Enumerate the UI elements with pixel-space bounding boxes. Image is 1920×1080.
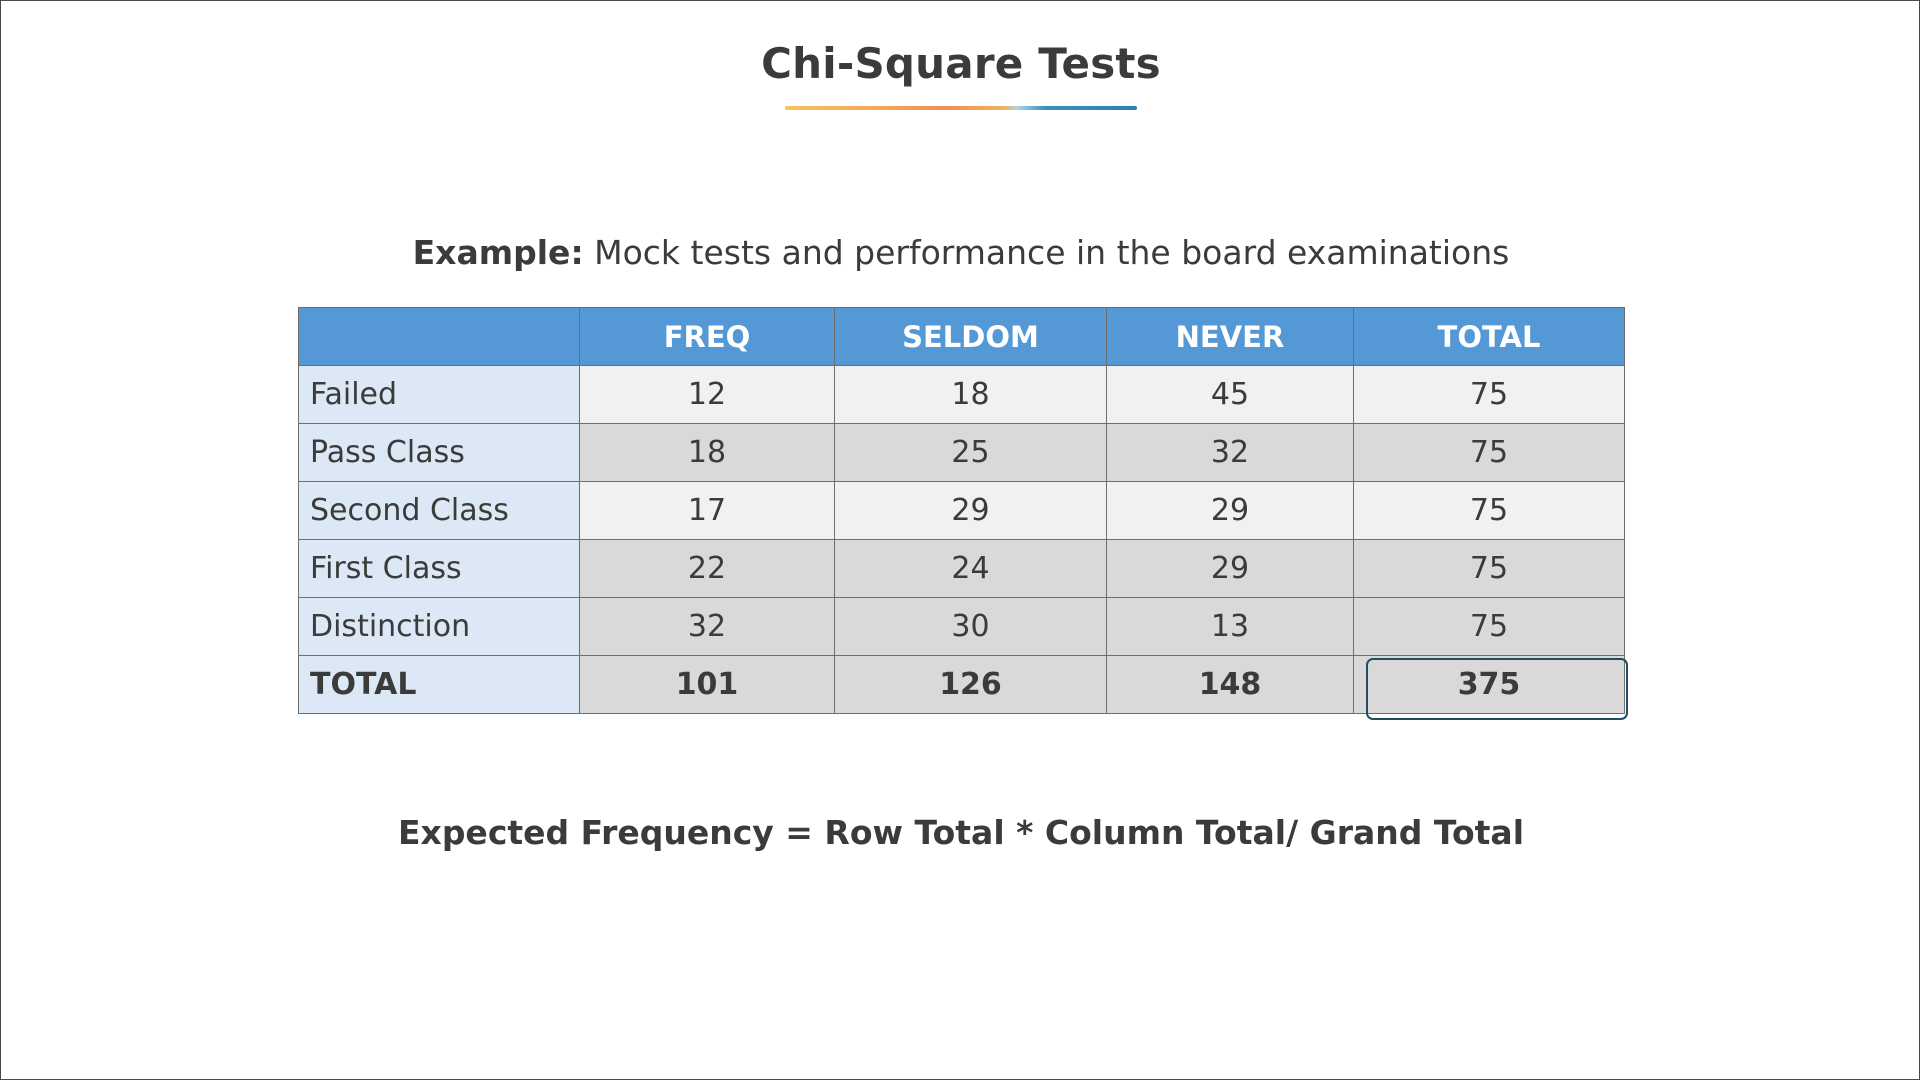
table-cell: 45 — [1106, 365, 1354, 424]
table-cell: 12 — [579, 365, 835, 424]
table-cell: 30 — [834, 597, 1107, 656]
row-label: Pass Class — [298, 423, 580, 482]
column-total-cell: 148 — [1106, 655, 1354, 714]
table-row: Second Class 17 29 29 75 — [298, 481, 1625, 540]
table-header-row: FREQ SELDOM NEVER TOTAL — [298, 307, 1625, 366]
table-cell: 22 — [579, 539, 835, 598]
table-cell: 75 — [1353, 423, 1625, 482]
table-cell: 32 — [579, 597, 835, 656]
table-row: First Class 22 24 29 75 — [298, 539, 1625, 598]
table-cell: 17 — [579, 481, 835, 540]
header-cell-total: TOTAL — [1353, 307, 1625, 366]
grand-total-cell: 375 — [1353, 655, 1625, 714]
table-cell: 29 — [1106, 481, 1354, 540]
example-lead: Example: — [412, 233, 584, 272]
header-cell-corner — [298, 307, 580, 366]
table-row: Pass Class 18 25 32 75 — [298, 423, 1625, 482]
example-caption: Example: Mock tests and performance in t… — [1, 233, 1920, 272]
table-cell: 13 — [1106, 597, 1354, 656]
title-underline — [785, 106, 1137, 110]
table-cell: 75 — [1353, 481, 1625, 540]
table-cell: 75 — [1353, 539, 1625, 598]
table-cell: 75 — [1353, 365, 1625, 424]
table-total-row: TOTAL 101 126 148 375 — [298, 655, 1625, 714]
slide-title: Chi-Square Tests — [761, 39, 1161, 88]
table-cell: 24 — [834, 539, 1107, 598]
header-cell-freq: FREQ — [579, 307, 835, 366]
header-cell-never: NEVER — [1106, 307, 1354, 366]
row-label: Second Class — [298, 481, 580, 540]
table-cell: 32 — [1106, 423, 1354, 482]
row-label: Failed — [298, 365, 580, 424]
table-cell: 29 — [1106, 539, 1354, 598]
expected-frequency-formula: Expected Frequency = Row Total * Column … — [397, 813, 1525, 852]
example-text: Mock tests and performance in the board … — [583, 233, 1510, 272]
table-cell: 25 — [834, 423, 1107, 482]
table-cell: 18 — [579, 423, 835, 482]
column-total-cell: 126 — [834, 655, 1107, 714]
table-cell: 29 — [834, 481, 1107, 540]
table-cell: 18 — [834, 365, 1107, 424]
row-label-total: TOTAL — [298, 655, 580, 714]
contingency-table: FREQ SELDOM NEVER TOTAL Failed 12 18 45 … — [298, 307, 1625, 714]
table-cell: 75 — [1353, 597, 1625, 656]
row-label: First Class — [298, 539, 580, 598]
row-label: Distinction — [298, 597, 580, 656]
table-row: Distinction 32 30 13 75 — [298, 597, 1625, 656]
column-total-cell: 101 — [579, 655, 835, 714]
header-cell-seldom: SELDOM — [834, 307, 1107, 366]
table-row: Failed 12 18 45 75 — [298, 365, 1625, 424]
